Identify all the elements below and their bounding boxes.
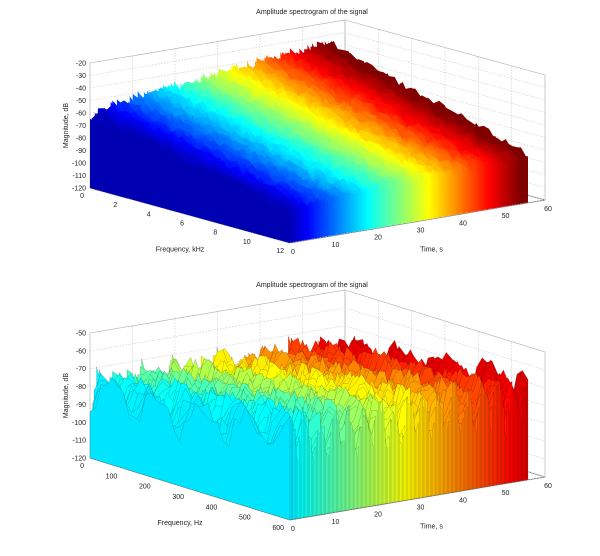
- z-tick-label: -50: [76, 98, 86, 105]
- z-tick-label: -110: [73, 173, 87, 180]
- y-axis-label: Time, s: [420, 524, 443, 531]
- x-tick-label: 500: [239, 515, 251, 522]
- x-tick-label: 10: [243, 239, 251, 246]
- x-tick-label: 12: [276, 248, 284, 255]
- z-tick-label: -90: [76, 148, 86, 155]
- y-tick-label: 40: [459, 220, 467, 227]
- y-tick-label: 20: [374, 512, 382, 519]
- x-axis-label: Frequency, Hz: [158, 520, 203, 527]
- x-tick-label: 600: [272, 525, 284, 532]
- z-tick-label: -60: [76, 348, 86, 355]
- y-tick-label: 10: [332, 519, 340, 526]
- y-tick-label: 0: [291, 526, 295, 533]
- z-tick-label: -120: [72, 456, 86, 463]
- z-axis-label: Magnitude, dB: [63, 103, 70, 148]
- z-tick-label: -110: [73, 438, 87, 445]
- z-tick-label: -80: [76, 136, 86, 143]
- x-tick-label: 4: [147, 211, 151, 218]
- surface-slice: [89, 376, 291, 521]
- y-tick-label: 60: [544, 483, 552, 490]
- x-tick-label: 0: [80, 193, 84, 200]
- x-axis-label: Frequency, kHz: [156, 247, 205, 254]
- spectrogram-surface: [89, 335, 529, 521]
- chart-title: Amplitude spectrogram of the signal: [256, 9, 368, 16]
- z-tick-label: -90: [76, 402, 86, 409]
- z-axis-label: Magnitude, dB: [63, 373, 70, 418]
- z-tick-label: -30: [76, 73, 86, 80]
- z-tick-label: -70: [76, 123, 86, 130]
- x-tick-label: 200: [139, 484, 151, 491]
- z-tick-label: -120: [72, 186, 86, 193]
- x-tick-label: 100: [106, 473, 118, 480]
- z-tick-label: -60: [76, 111, 86, 118]
- spectrogram-plot-1: 0 2 4 6 8 10 12 0 10 20 30 40 50 60 -120 -110 -100 -90 -80…: [63, 9, 552, 256]
- x-tick-label: 0: [80, 463, 84, 470]
- y-tick-label: 20: [374, 235, 382, 242]
- z-tick-label: -100: [72, 420, 86, 427]
- chart-title: Amplitude spectrogram of the signal: [256, 282, 368, 289]
- x-tick-label: 8: [213, 230, 217, 237]
- z-tick-label: -70: [76, 366, 86, 373]
- x-tick-label: 2: [113, 202, 117, 209]
- z-tick-label: -80: [76, 384, 86, 391]
- x-tick-label: 300: [172, 494, 184, 501]
- x-tick-label: 400: [206, 504, 218, 511]
- z-tick-label: -40: [76, 86, 86, 93]
- z-tick-label: -50: [76, 331, 86, 338]
- spectrogram-plot-2: 0 100 200 300 400 500 600 0 10 20 30 40 50 60 -120 -110…: [63, 282, 552, 533]
- y-tick-label: 50: [502, 490, 510, 497]
- y-tick-label: 40: [459, 497, 467, 504]
- z-tick-label: -100: [72, 161, 86, 168]
- y-tick-label: 60: [544, 206, 552, 213]
- surface-slice: [90, 118, 290, 243]
- spectrogram-surface: [90, 40, 528, 243]
- y-tick-label: 30: [417, 505, 425, 512]
- y-axis-label: Time, s: [420, 247, 443, 254]
- z-tick-label: -20: [76, 61, 86, 68]
- y-tick-label: 0: [291, 249, 295, 256]
- y-tick-label: 50: [502, 213, 510, 220]
- y-tick-label: 30: [417, 228, 425, 235]
- x-tick-label: 6: [180, 221, 184, 228]
- y-tick-label: 10: [332, 242, 340, 249]
